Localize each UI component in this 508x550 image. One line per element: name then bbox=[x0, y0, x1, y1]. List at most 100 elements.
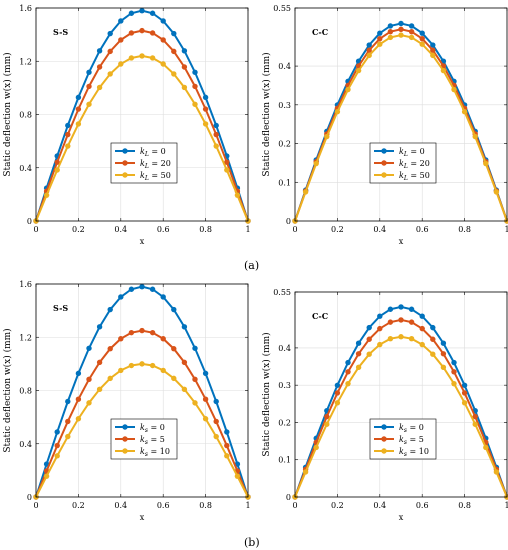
data-point bbox=[54, 159, 60, 165]
data-point bbox=[118, 61, 124, 67]
data-point bbox=[171, 48, 177, 55]
x-tick-label: 0.6 bbox=[157, 225, 170, 234]
data-point bbox=[192, 83, 198, 90]
y-tick-label: 0.2 bbox=[278, 140, 291, 149]
data-point bbox=[224, 453, 230, 459]
data-point bbox=[345, 86, 351, 93]
data-point bbox=[149, 10, 156, 16]
legend-swatch-marker bbox=[122, 436, 128, 442]
x-tick-label: 0.8 bbox=[199, 225, 212, 234]
series-line-1 bbox=[35, 9, 249, 222]
data-point bbox=[202, 106, 209, 112]
data-point bbox=[451, 380, 457, 387]
data-point bbox=[128, 362, 135, 369]
panel-label-a: (a) bbox=[244, 259, 260, 272]
data-point bbox=[419, 41, 425, 47]
data-point bbox=[387, 306, 394, 312]
axes-box bbox=[294, 291, 508, 498]
y-tick-label: 0.55 bbox=[273, 4, 291, 13]
data-point bbox=[440, 364, 447, 371]
legend-label: kL = 50 bbox=[399, 171, 430, 182]
legend-swatch-marker bbox=[122, 160, 128, 166]
data-point bbox=[377, 325, 383, 332]
data-point bbox=[160, 18, 166, 24]
x-tick-label: 0.4 bbox=[114, 225, 127, 234]
data-point bbox=[440, 67, 447, 74]
data-point bbox=[96, 48, 103, 54]
data-point bbox=[54, 429, 60, 435]
data-point bbox=[408, 336, 415, 342]
data-point bbox=[160, 294, 166, 300]
y-tick-label: 0 bbox=[27, 493, 32, 502]
data-point bbox=[213, 418, 219, 425]
data-point bbox=[192, 376, 198, 383]
legend-label: ks = 10 bbox=[399, 447, 429, 458]
data-point bbox=[355, 340, 362, 346]
data-point bbox=[107, 346, 113, 352]
data-point bbox=[107, 48, 113, 55]
data-point bbox=[107, 375, 113, 382]
legend-label: kL = 20 bbox=[140, 159, 171, 170]
y-tick-label: 0.3 bbox=[278, 101, 291, 110]
data-point bbox=[171, 306, 177, 313]
panel-label-b: (b) bbox=[244, 536, 260, 549]
data-point bbox=[202, 370, 209, 377]
data-point bbox=[96, 386, 103, 392]
y-tick-label: 0.1 bbox=[278, 178, 291, 187]
data-point bbox=[202, 94, 209, 101]
data-point bbox=[430, 324, 436, 331]
data-point bbox=[334, 400, 341, 406]
boundary-annotation: S-S bbox=[53, 303, 68, 313]
data-point bbox=[377, 30, 383, 36]
y-axis-label: Static deflection w(x) (mm) bbox=[2, 52, 13, 176]
data-point bbox=[65, 398, 71, 405]
data-point bbox=[128, 30, 135, 36]
data-point bbox=[65, 143, 71, 149]
data-point bbox=[149, 329, 156, 336]
data-point bbox=[419, 35, 425, 42]
data-point bbox=[224, 159, 230, 165]
data-point bbox=[324, 421, 330, 427]
data-point bbox=[86, 69, 92, 75]
data-point bbox=[419, 313, 425, 319]
data-point bbox=[387, 28, 394, 35]
data-point bbox=[128, 286, 135, 292]
legend-label: ks = 5 bbox=[399, 435, 424, 446]
y-tick-label: 0.8 bbox=[19, 387, 32, 396]
data-point bbox=[181, 48, 188, 54]
y-tick-label: 0.55 bbox=[273, 288, 291, 297]
data-point bbox=[160, 37, 166, 43]
x-tick-label: 0 bbox=[292, 501, 297, 510]
data-point bbox=[181, 386, 188, 392]
data-point bbox=[345, 369, 351, 375]
data-point bbox=[43, 192, 50, 198]
y-tick-label: 0.3 bbox=[278, 381, 291, 390]
legend-label: ks = 5 bbox=[140, 435, 165, 446]
data-point bbox=[377, 41, 383, 47]
series-line-2 bbox=[35, 329, 249, 498]
data-point bbox=[149, 362, 156, 369]
y-axis-label: Static deflection w(x) (mm) bbox=[261, 52, 272, 176]
data-point bbox=[96, 84, 103, 91]
legend-swatch-marker bbox=[122, 148, 128, 154]
data-point bbox=[202, 416, 209, 422]
data-point bbox=[377, 35, 383, 42]
data-point bbox=[171, 71, 177, 77]
data-point bbox=[324, 413, 330, 420]
data-point bbox=[430, 42, 436, 48]
data-point bbox=[181, 324, 188, 330]
x-tick-label: 0 bbox=[33, 225, 38, 234]
data-point bbox=[128, 10, 135, 16]
data-point bbox=[139, 361, 145, 367]
x-tick-label: 1 bbox=[504, 501, 508, 510]
data-point bbox=[387, 319, 394, 325]
data-point bbox=[234, 192, 241, 198]
x-tick-label: 1 bbox=[504, 225, 508, 234]
data-point bbox=[86, 101, 92, 107]
data-point bbox=[202, 121, 209, 127]
data-point bbox=[107, 306, 113, 313]
data-point bbox=[234, 473, 241, 479]
data-point bbox=[224, 429, 230, 435]
x-tick-label: 0.4 bbox=[373, 501, 386, 510]
